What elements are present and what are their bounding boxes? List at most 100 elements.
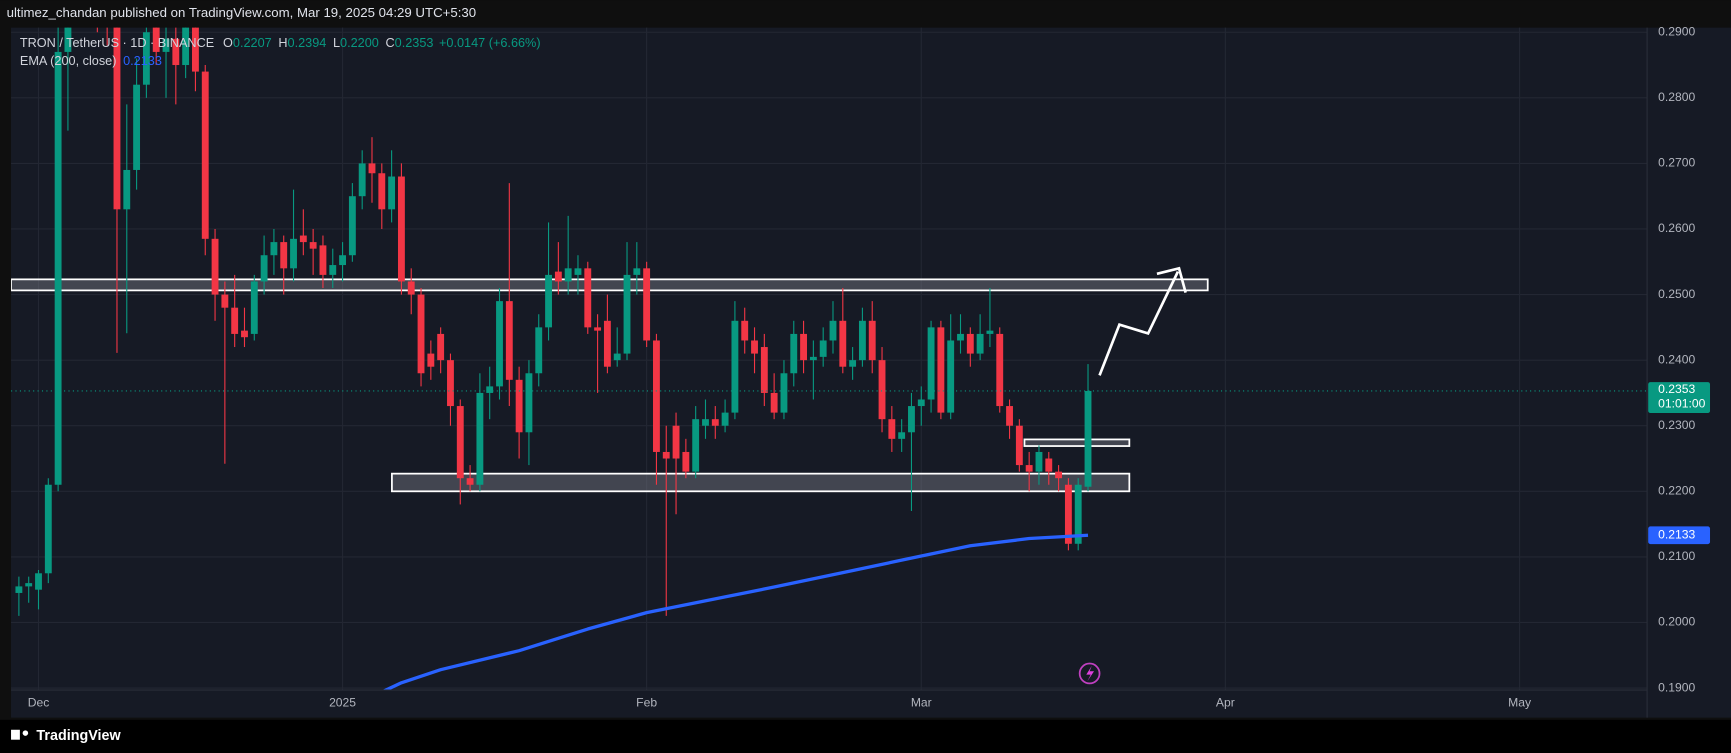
candle-body	[260, 255, 268, 282]
candle-body	[584, 268, 592, 328]
candle-body	[231, 307, 239, 334]
candle-body	[221, 294, 229, 308]
publisher-line: ultimez_chandan published on TradingView…	[7, 5, 477, 20]
candle-body	[790, 333, 798, 374]
candle-body	[996, 333, 1004, 407]
candle-body	[515, 379, 523, 433]
projection-arrow	[1098, 271, 1180, 376]
candle-body	[35, 573, 42, 590]
support-zone	[391, 472, 1131, 493]
resistance-zone	[11, 278, 1209, 292]
ohlc-value: 0.2394	[288, 37, 327, 51]
candle-body	[564, 268, 572, 282]
candle-body	[554, 271, 562, 282]
chart-panel	[11, 27, 1731, 718]
logo-mark[interactable]	[11, 729, 20, 740]
candle-body	[407, 281, 415, 295]
last-price-box	[1648, 382, 1711, 414]
y-tick-label: 0.2700	[1658, 156, 1695, 170]
candle-body	[25, 583, 33, 587]
candle-body	[397, 176, 405, 282]
x-tick-label: 2025	[329, 695, 356, 709]
y-tick-label: 0.2000	[1658, 615, 1695, 629]
candle-body	[1006, 406, 1013, 426]
y-tick-label: 0.2500	[1658, 287, 1695, 301]
candle-body	[1035, 451, 1043, 472]
alert-icon[interactable]	[1078, 662, 1101, 685]
candle-body	[858, 320, 866, 361]
brand-logo[interactable]: TradingView	[11, 728, 122, 744]
candle-body	[505, 301, 513, 380]
candle-body	[290, 238, 297, 269]
candle-body	[711, 419, 719, 426]
ohlc-key: O	[223, 37, 233, 51]
x-tick-label: Mar	[911, 695, 932, 709]
x-tick-label: May	[1508, 695, 1532, 709]
symbol-title: TRON / TetherUS · 1D · BINANCE	[20, 37, 214, 51]
candle-body	[809, 356, 817, 361]
candle-body	[486, 386, 494, 393]
alert-ring[interactable]	[1078, 662, 1101, 685]
candle-body	[123, 169, 131, 210]
candle-body	[751, 340, 758, 354]
candle-body	[358, 163, 366, 197]
candle-body	[957, 333, 964, 341]
ohlc-value: 0.2353	[395, 37, 434, 51]
legend-line: TRON / TetherUS · 1D · BINANCE O0.2207 H0.…	[20, 37, 541, 51]
candle-body	[692, 419, 700, 472]
candle-body	[760, 347, 768, 393]
x-tick-label: Dec	[28, 695, 50, 709]
candle-body	[721, 412, 729, 426]
ohlc-value: 0.2200	[340, 37, 379, 51]
axes: 0.1900 0.2000 0.2100 0.2200 0.2300 0.2400 0.25…	[28, 24, 1711, 709]
drawings	[11, 278, 1209, 493]
candle-body	[447, 360, 454, 407]
ohlc-key: C	[385, 37, 394, 51]
candle-body	[113, 27, 121, 210]
indicator	[11, 390, 1648, 691]
candle-body	[574, 268, 582, 275]
candle-body	[702, 419, 709, 426]
y-tick-label: 0.2100	[1658, 549, 1695, 563]
candle-body	[594, 327, 602, 331]
candle-body	[250, 281, 258, 334]
candle-body	[1015, 425, 1023, 466]
ema-line	[382, 533, 1089, 691]
brand-name[interactable]: TradingView	[36, 728, 121, 744]
candle-body	[653, 340, 660, 452]
alert-bolt[interactable]	[1086, 665, 1095, 682]
footer-bar	[0, 719, 1731, 753]
candle-body	[898, 432, 906, 439]
candle-body	[64, 27, 72, 52]
candle-body	[417, 294, 425, 374]
candle-body	[15, 586, 23, 593]
candle-body	[378, 173, 386, 210]
candle-body	[270, 242, 278, 256]
change-value: +0.0147 (+6.66%)	[439, 37, 541, 51]
candle-body	[682, 451, 690, 472]
candle-body	[1074, 484, 1082, 544]
candle-body	[319, 245, 327, 275]
series-value: 0.2133	[123, 54, 162, 68]
series-name: EMA (200, close)	[20, 54, 117, 68]
y-tick-label: 0.2600	[1658, 221, 1695, 235]
logo-dot[interactable]	[22, 730, 29, 736]
candle-body	[986, 330, 994, 334]
candle-body	[437, 333, 445, 361]
candle-body	[152, 27, 160, 52]
candle-body	[868, 320, 876, 361]
candle-body	[917, 399, 925, 407]
y-tick-label: 0.2200	[1658, 484, 1695, 498]
candle-body	[878, 360, 886, 420]
arrow-head	[1156, 266, 1187, 293]
candle-body	[1025, 465, 1033, 472]
minor-zone	[1023, 438, 1131, 447]
candle-body	[201, 71, 209, 239]
candle-body	[241, 330, 248, 338]
candle-body	[819, 340, 827, 357]
candle-body	[741, 320, 749, 341]
candle-body	[133, 84, 141, 170]
candle-body	[1045, 458, 1053, 472]
candle-body	[339, 255, 347, 266]
candle-body	[947, 340, 955, 413]
